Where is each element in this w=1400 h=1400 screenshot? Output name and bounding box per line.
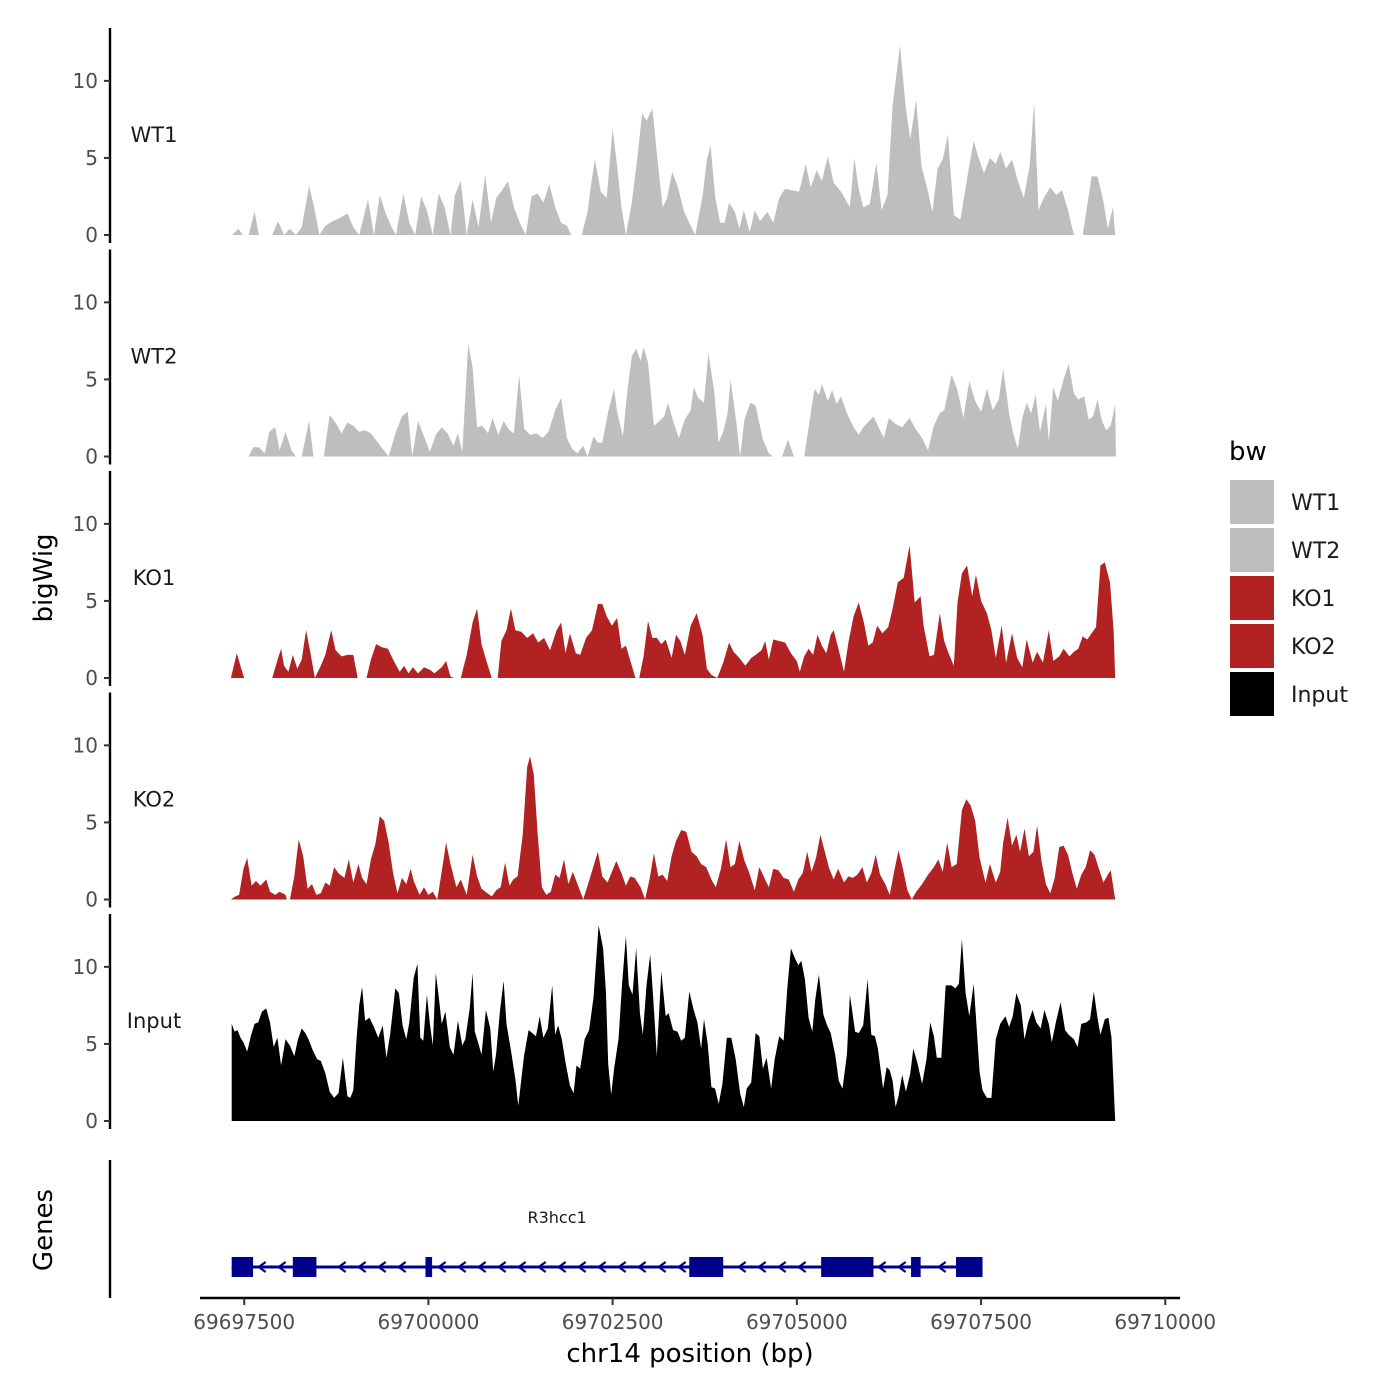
strand-arrow-icon bbox=[576, 1261, 587, 1273]
strand-arrow-icon bbox=[876, 1261, 887, 1273]
strand-arrow-icon bbox=[376, 1261, 387, 1273]
track-ko1: 0 5 10 KO1 bbox=[73, 471, 1116, 690]
signal-area-input bbox=[231, 925, 1116, 1121]
exon bbox=[231, 1257, 254, 1277]
y-tick-label: 0 bbox=[85, 223, 98, 247]
genes-axis-title: Genes bbox=[29, 1189, 59, 1271]
strand-arrow-icon bbox=[496, 1261, 507, 1273]
strand-arrow-icon bbox=[616, 1261, 627, 1273]
strand-arrow-icon bbox=[516, 1261, 527, 1273]
legend-label: WT2 bbox=[1291, 539, 1340, 564]
exon bbox=[425, 1257, 433, 1277]
legend-swatch bbox=[1230, 624, 1274, 668]
signal-area-wt2 bbox=[248, 344, 1116, 457]
track-wt1: 0 5 10 WT1 bbox=[73, 28, 1116, 247]
strand-arrow-icon bbox=[276, 1261, 287, 1273]
x-tick-label: 69710000 bbox=[1114, 1310, 1216, 1334]
strand-arrow-icon bbox=[636, 1261, 647, 1273]
y-tick-label: 0 bbox=[85, 1109, 98, 1133]
strand-arrow-icon bbox=[556, 1261, 567, 1273]
track-label: WT1 bbox=[131, 123, 178, 147]
exon bbox=[821, 1257, 874, 1277]
y-tick-label: 10 bbox=[73, 290, 98, 314]
exon bbox=[911, 1257, 921, 1277]
strand-arrow-icon bbox=[896, 1261, 907, 1273]
signal-area-wt1 bbox=[232, 45, 1116, 236]
track-wt2: 0 5 10 WT2 bbox=[73, 249, 1116, 469]
strand-arrow-icon bbox=[936, 1261, 947, 1273]
track-label: KO1 bbox=[133, 566, 176, 590]
legend-label: WT1 bbox=[1291, 491, 1340, 516]
y-axis-title: bigWig bbox=[29, 533, 59, 622]
legend-label: KO2 bbox=[1291, 635, 1336, 660]
exon bbox=[292, 1257, 317, 1277]
strand-arrow-icon bbox=[336, 1261, 347, 1273]
y-tick-label: 0 bbox=[85, 666, 98, 690]
y-tick-label: 0 bbox=[85, 445, 98, 469]
tracks: 0 5 10 WT1 0 5 10 WT2 0 5 10 KO1 0 5 10 KO2 0 5 10 Input bbox=[73, 28, 1116, 1133]
y-tick-label: 10 bbox=[73, 69, 98, 93]
strand-arrow-icon bbox=[736, 1261, 747, 1273]
track-ko2: 0 5 10 KO2 bbox=[73, 692, 1116, 912]
track-input: 0 5 10 Input bbox=[73, 914, 1116, 1133]
legend-swatch bbox=[1230, 576, 1274, 620]
signal-area-ko2 bbox=[230, 756, 1116, 900]
y-tick-label: 0 bbox=[85, 888, 98, 912]
strand-arrow-icon bbox=[776, 1261, 787, 1273]
x-tick-label: 69705000 bbox=[746, 1310, 848, 1334]
legend-swatch bbox=[1230, 480, 1274, 524]
legend-label: KO1 bbox=[1291, 587, 1336, 612]
legend-title: bw bbox=[1229, 437, 1267, 467]
x-axis-title: chr14 position (bp) bbox=[566, 1339, 813, 1369]
track-label: Input bbox=[127, 1009, 181, 1033]
y-tick-label: 5 bbox=[85, 367, 98, 391]
x-tick-label: 69707500 bbox=[930, 1310, 1032, 1334]
strand-arrow-icon bbox=[396, 1261, 407, 1273]
y-tick-label: 5 bbox=[85, 1032, 98, 1056]
gene-name-label: R3hcc1 bbox=[527, 1208, 586, 1227]
legend-swatch bbox=[1230, 528, 1274, 572]
strand-arrow-icon bbox=[676, 1261, 687, 1273]
strand-arrow-icon bbox=[356, 1261, 367, 1273]
legend-swatch bbox=[1230, 672, 1274, 716]
y-tick-label: 10 bbox=[73, 733, 98, 757]
track-label: KO2 bbox=[133, 788, 176, 812]
y-tick-label: 5 bbox=[85, 810, 98, 834]
gene-panel: R3hcc1 bbox=[108, 1160, 983, 1298]
legend: bw WT1 WT2 KO1 KO2 Input bbox=[1229, 437, 1348, 716]
legend-label: Input bbox=[1291, 683, 1348, 708]
x-tick-label: 69700000 bbox=[378, 1310, 480, 1334]
track-label: WT2 bbox=[131, 345, 178, 369]
strand-arrow-icon bbox=[256, 1261, 267, 1273]
y-tick-label: 5 bbox=[85, 146, 98, 170]
strand-arrow-icon bbox=[596, 1261, 607, 1273]
strand-arrow-icon bbox=[456, 1261, 467, 1273]
strand-arrow-icon bbox=[436, 1261, 447, 1273]
strand-arrow-icon bbox=[536, 1261, 547, 1273]
exon bbox=[689, 1257, 724, 1277]
strand-arrow-icon bbox=[756, 1261, 767, 1273]
strand-arrow-icon bbox=[656, 1261, 667, 1273]
y-tick-label: 5 bbox=[85, 589, 98, 613]
y-tick-label: 10 bbox=[73, 955, 98, 979]
y-tick-label: 10 bbox=[73, 512, 98, 536]
strand-arrow-icon bbox=[476, 1261, 487, 1273]
signal-area-ko1 bbox=[230, 545, 1116, 678]
strand-arrow-icon bbox=[796, 1261, 807, 1273]
x-tick-label: 69697500 bbox=[193, 1310, 295, 1334]
exon bbox=[956, 1257, 983, 1277]
x-axis: 69697500 69700000 69702500 69705000 69707500… bbox=[193, 1296, 1216, 1334]
x-tick-label: 69702500 bbox=[562, 1310, 664, 1334]
